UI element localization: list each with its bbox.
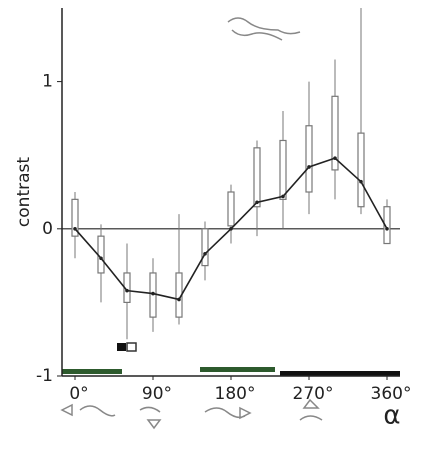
mean-point — [203, 252, 207, 256]
mean-point — [99, 256, 103, 261]
mean-point — [385, 227, 389, 231]
mean-point — [73, 227, 77, 231]
mean-point — [125, 288, 129, 293]
decorations — [60, 17, 400, 430]
x-tick-label: 0° — [69, 384, 88, 404]
x-axis-label: α — [383, 401, 400, 431]
x-tick-label: 90° — [142, 384, 172, 404]
box — [253, 147, 261, 208]
box — [201, 228, 209, 267]
mean-point — [151, 291, 155, 296]
y-axis-label: contrast — [14, 157, 34, 227]
box — [227, 191, 235, 227]
mean-point — [359, 179, 363, 184]
y-tick-label: 1 — [42, 72, 53, 92]
box — [97, 235, 105, 274]
mean-point — [229, 227, 233, 231]
mean-point — [307, 165, 311, 169]
box — [71, 198, 79, 237]
x-tick-label: 270° — [293, 384, 334, 404]
mean-point — [281, 194, 285, 199]
mean-point — [255, 200, 259, 205]
box — [305, 125, 313, 193]
box — [357, 132, 365, 208]
x-tick-label: 360° — [371, 384, 412, 404]
box — [383, 206, 391, 245]
box — [279, 139, 287, 200]
mean-point — [333, 156, 337, 160]
y-tick-label: -1 — [36, 366, 53, 386]
box — [331, 95, 339, 171]
y-tick-label: 0 — [42, 219, 53, 239]
x-tick-label: 180° — [215, 384, 256, 404]
mean-point — [177, 297, 181, 302]
